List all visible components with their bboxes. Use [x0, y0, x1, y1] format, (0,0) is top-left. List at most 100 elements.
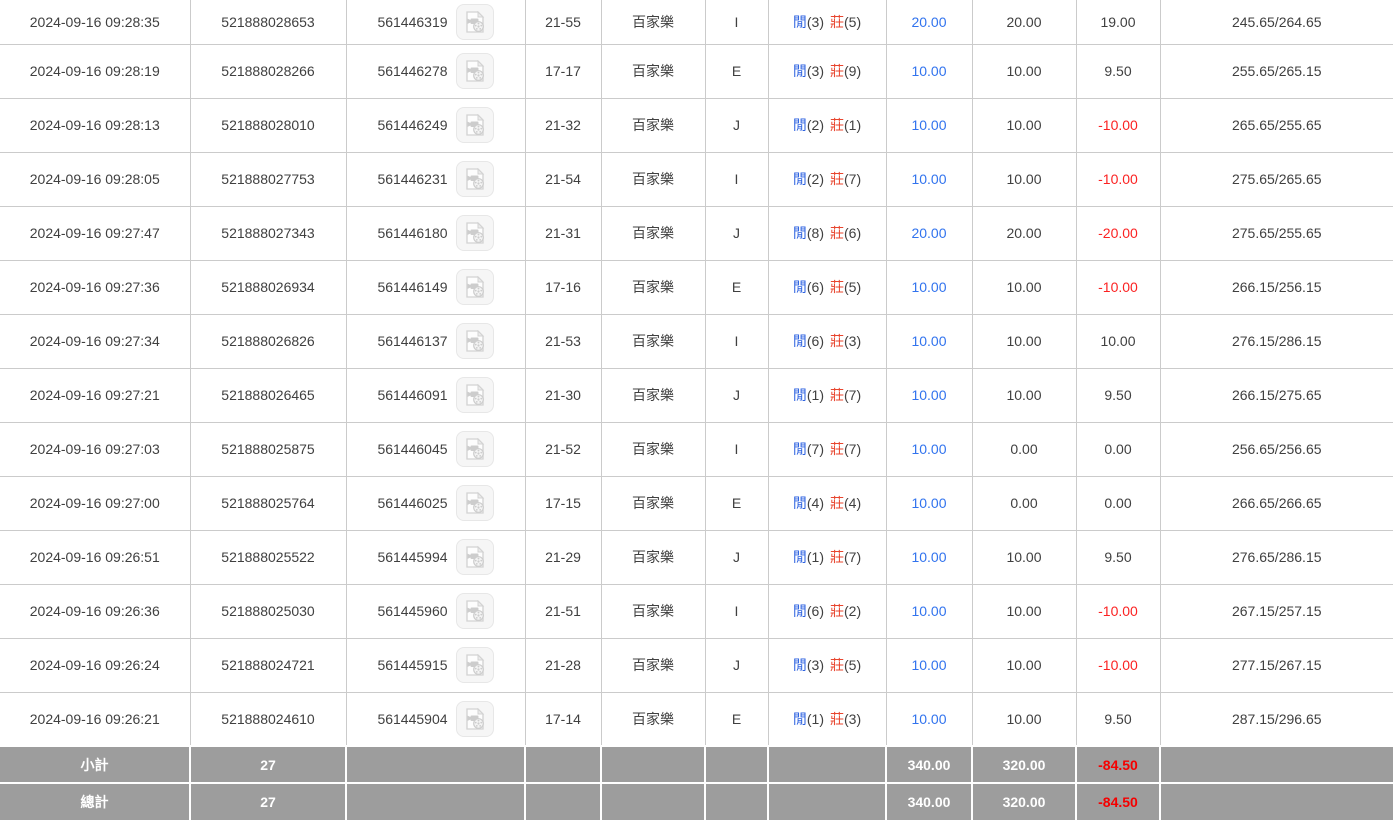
video-replay-button[interactable]: [455, 3, 494, 40]
valid-bet-cell: 10.00: [971, 529, 1077, 585]
shoe-round-cell: 21-53: [524, 313, 602, 369]
player-points: (2): [806, 171, 824, 187]
win-loss-cell: -20.00: [1075, 205, 1161, 261]
bet-amount-link[interactable]: 10.00: [911, 710, 947, 727]
bet-amount-link[interactable]: 10.00: [911, 63, 947, 79]
player-label: 閒: [792, 63, 807, 79]
result-cell: 閒(1) 莊(7): [767, 529, 887, 585]
video-replay-button[interactable]: [455, 107, 494, 143]
valid-bet-cell: 20.00: [971, 0, 1077, 45]
bet-id-cell: 521888025522: [189, 529, 347, 585]
player-label: 閒: [792, 279, 807, 295]
table-row: 2024-09-16 09:27:34 521888026826 5614461…: [0, 313, 1393, 369]
bet-amount-link[interactable]: 10.00: [911, 117, 947, 133]
player-label: 閒: [792, 657, 807, 673]
win-loss-cell: -10.00: [1075, 259, 1161, 315]
shoe-round-cell: 17-14: [524, 691, 602, 747]
bet-amount-link[interactable]: 10.00: [911, 603, 947, 619]
round-id: 561445960: [377, 603, 448, 619]
bet-amount-link[interactable]: 10.00: [911, 171, 947, 187]
banker-points: (6): [844, 225, 862, 241]
player-points: (3): [806, 13, 824, 30]
banker-points: (7): [844, 387, 862, 403]
video-replay-button[interactable]: [455, 647, 494, 683]
table-row: 2024-09-16 09:26:36 521888025030 5614459…: [0, 583, 1393, 639]
player-points: (6): [806, 333, 824, 349]
video-replay-button[interactable]: [455, 539, 494, 575]
bet-time-cell: 2024-09-16 09:27:36: [0, 259, 191, 315]
round-id: 561446319: [377, 13, 448, 30]
video-replay-button[interactable]: [455, 431, 494, 467]
table-code-cell: E: [704, 475, 769, 531]
game-type-cell: 百家樂: [600, 529, 706, 585]
valid-bet-cell: 10.00: [971, 367, 1077, 423]
bet-amount-link[interactable]: 20.00: [911, 225, 947, 241]
video-replay-button[interactable]: [455, 593, 494, 629]
subtotal-count: 27: [189, 745, 347, 784]
result-cell: 閒(4) 莊(4): [767, 475, 887, 531]
banker-label: 莊: [830, 13, 844, 30]
game-type-cell: 百家樂: [600, 151, 706, 207]
video-replay-button[interactable]: [455, 215, 494, 251]
banker-label: 莊: [830, 279, 844, 295]
banker-label: 莊: [830, 441, 844, 457]
banker-label: 莊: [830, 63, 844, 79]
video-replay-button[interactable]: [455, 485, 494, 521]
game-type-cell: 百家樂: [600, 475, 706, 531]
video-replay-button[interactable]: [455, 377, 494, 413]
player-points: (1): [806, 710, 824, 727]
balance-cell: 287.15/296.65: [1159, 691, 1393, 747]
video-replay-button[interactable]: [455, 323, 494, 359]
video-replay-button[interactable]: [455, 700, 494, 737]
banker-label: 莊: [830, 657, 844, 673]
round-id: 561446137: [377, 333, 448, 349]
player-label: 閒: [792, 549, 807, 565]
bet-amount-link[interactable]: 10.00: [911, 495, 947, 511]
valid-bet-cell: 20.00: [971, 205, 1077, 261]
round-id: 561446091: [377, 387, 448, 403]
player-points: (3): [806, 63, 824, 79]
bet-amount-link[interactable]: 10.00: [911, 657, 947, 673]
video-replay-button[interactable]: [455, 269, 494, 305]
player-points: (1): [806, 549, 824, 565]
bet-time-cell: 2024-09-16 09:27:47: [0, 205, 191, 261]
video-file-icon: [465, 330, 484, 352]
video-file-icon: [465, 60, 484, 82]
shoe-round-cell: 21-51: [524, 583, 602, 639]
game-type-cell: 百家樂: [600, 43, 706, 99]
result-cell: 閒(1) 莊(7): [767, 367, 887, 423]
bet-amount-link[interactable]: 10.00: [911, 441, 947, 457]
bet-amount-link[interactable]: 10.00: [911, 333, 947, 349]
banker-points: (2): [844, 603, 862, 619]
balance-cell: 266.65/266.65: [1159, 475, 1393, 531]
bet-amount-link[interactable]: 20.00: [911, 13, 947, 30]
bet-time-cell: 2024-09-16 09:26:24: [0, 637, 191, 693]
video-replay-button[interactable]: [455, 53, 494, 89]
bet-amount-link[interactable]: 10.00: [911, 549, 947, 565]
table-code-cell: J: [704, 367, 769, 423]
banker-points: (7): [844, 441, 862, 457]
banker-points: (4): [844, 495, 862, 511]
win-loss-cell: 9.50: [1075, 691, 1161, 747]
win-loss-cell: 9.50: [1075, 367, 1161, 423]
bet-amount-cell: 10.00: [885, 475, 973, 531]
win-loss-cell: 9.50: [1075, 529, 1161, 585]
bet-time-cell: 2024-09-16 09:27:03: [0, 421, 191, 477]
round-id-cell: 561446137: [345, 313, 526, 369]
banker-label: 莊: [830, 603, 844, 619]
shoe-round-cell: 21-31: [524, 205, 602, 261]
bet-amount-cell: 10.00: [885, 259, 973, 315]
banker-label: 莊: [830, 710, 844, 727]
table-code-cell: J: [704, 637, 769, 693]
game-type-cell: 百家樂: [600, 0, 706, 45]
bet-amount-link[interactable]: 10.00: [911, 387, 947, 403]
table-code-cell: I: [704, 583, 769, 639]
video-replay-button[interactable]: [455, 161, 494, 197]
valid-bet-cell: 10.00: [971, 97, 1077, 153]
round-id: 561446045: [377, 441, 448, 457]
round-id-cell: 561446149: [345, 259, 526, 315]
valid-bet-cell: 0.00: [971, 475, 1077, 531]
video-file-icon: [465, 438, 484, 460]
bet-amount-link[interactable]: 10.00: [911, 279, 947, 295]
valid-bet-cell: 10.00: [971, 691, 1077, 747]
